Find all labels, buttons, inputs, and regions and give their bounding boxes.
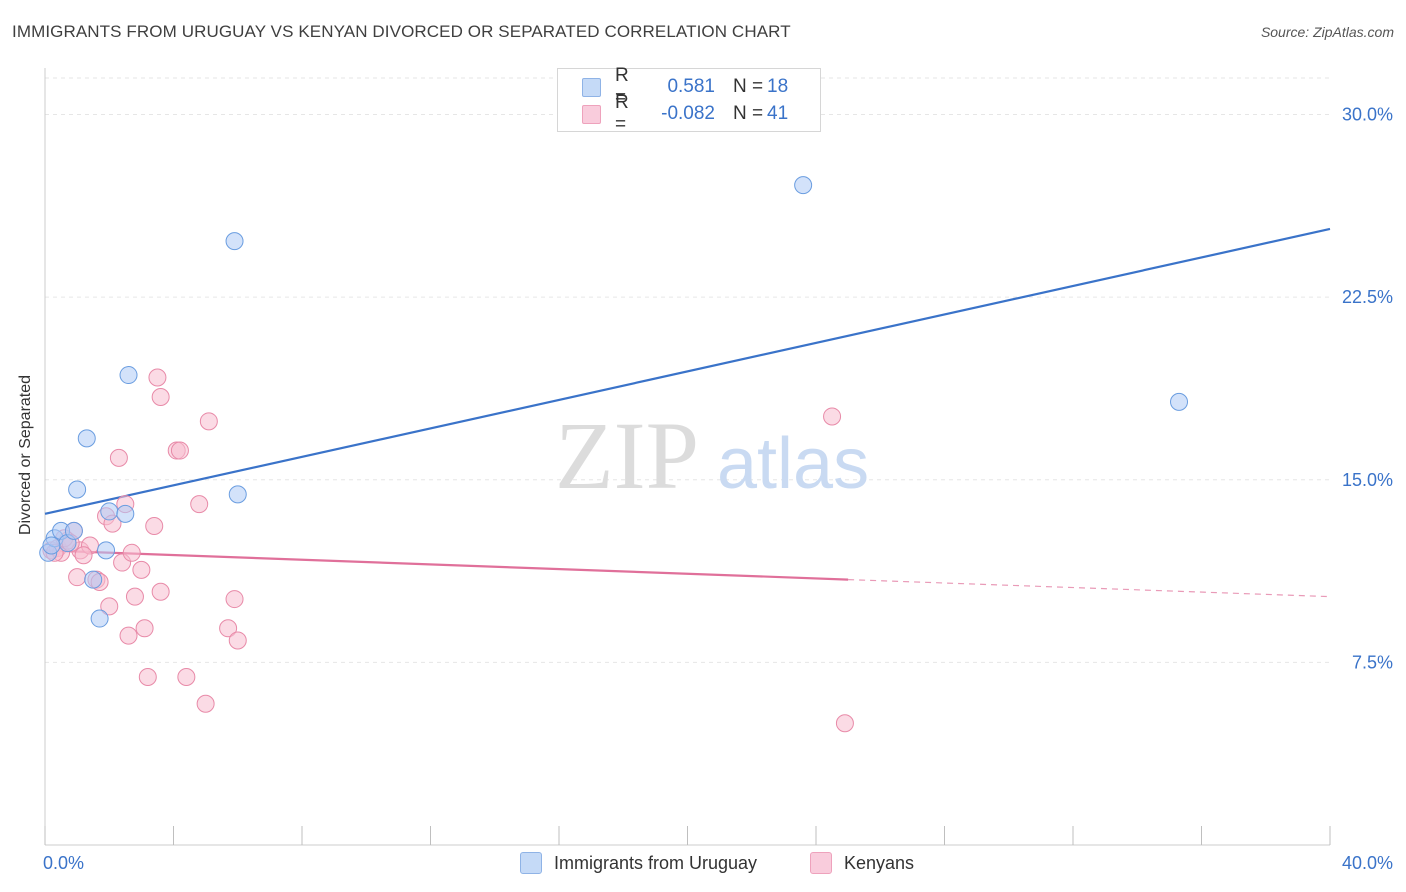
legend-r-label: R = bbox=[615, 92, 629, 135]
legend-n-value: 41 bbox=[767, 103, 789, 124]
watermark-zip: ZIP bbox=[555, 402, 699, 509]
data-point bbox=[177, 667, 196, 686]
data-point bbox=[148, 368, 167, 387]
data-point bbox=[228, 631, 247, 650]
series-swatch-uruguay bbox=[520, 852, 542, 874]
tick-labels: 7.5% 15.0% 22.5% 30.0% 0.0% 40.0% bbox=[43, 105, 1393, 873]
data-point bbox=[225, 590, 244, 609]
data-point bbox=[90, 609, 109, 628]
legend-n-value: 18 bbox=[767, 76, 789, 97]
data-point bbox=[77, 429, 96, 448]
data-point bbox=[68, 568, 87, 587]
legend-r-value: 0.581 bbox=[667, 76, 715, 97]
data-point bbox=[145, 517, 164, 536]
series-label-uruguay: Immigrants from Uruguay bbox=[554, 852, 758, 873]
data-point bbox=[100, 502, 119, 521]
data-points bbox=[39, 176, 1189, 733]
data-point bbox=[119, 366, 138, 385]
data-point bbox=[64, 521, 83, 540]
trend-line bbox=[44, 227, 1331, 515]
data-point bbox=[97, 541, 116, 560]
data-point bbox=[823, 407, 842, 426]
y-axis-label: Divorced or Separated bbox=[17, 374, 34, 536]
data-point bbox=[835, 714, 854, 733]
trend-line bbox=[44, 549, 849, 581]
y-tick-label: 30.0% bbox=[1342, 105, 1393, 125]
legend-n-label: N = bbox=[733, 76, 764, 97]
data-point bbox=[109, 448, 128, 467]
data-point bbox=[74, 546, 93, 565]
data-point bbox=[42, 536, 61, 555]
legend-n-label: N = bbox=[733, 103, 764, 124]
series-legend-kenyans: Kenyans bbox=[810, 852, 914, 874]
series-legend-uruguay: Immigrants from Uruguay bbox=[520, 852, 757, 874]
series-legend: Immigrants from Uruguay Kenyans bbox=[0, 852, 1406, 878]
x-tick-label: 40.0% bbox=[1342, 853, 1393, 873]
data-point bbox=[135, 619, 154, 638]
data-point bbox=[122, 543, 141, 562]
y-tick-label: 7.5% bbox=[1352, 652, 1393, 672]
data-point bbox=[100, 597, 119, 616]
data-point bbox=[190, 495, 209, 514]
data-point bbox=[199, 412, 218, 431]
legend-swatch-uruguay bbox=[582, 77, 601, 97]
data-point bbox=[125, 587, 144, 606]
trend-lines bbox=[44, 227, 1331, 598]
axes bbox=[44, 68, 1331, 846]
y-tick-label: 15.0% bbox=[1342, 470, 1393, 490]
data-point bbox=[1170, 392, 1189, 411]
data-point bbox=[151, 387, 170, 406]
data-point bbox=[219, 619, 238, 638]
data-point bbox=[225, 232, 244, 251]
data-point bbox=[196, 694, 215, 713]
data-point bbox=[68, 480, 87, 499]
legend-swatch-kenyans bbox=[582, 104, 601, 124]
legend-row-uruguay: R = 0.581 N = 18 bbox=[582, 65, 789, 108]
data-point bbox=[228, 485, 247, 504]
x-tick-label: 0.0% bbox=[43, 853, 84, 873]
y-tick-label: 22.5% bbox=[1342, 287, 1393, 307]
data-point bbox=[132, 560, 151, 579]
trend-line-extension bbox=[848, 578, 1331, 598]
watermark-atlas: atlas bbox=[717, 424, 869, 504]
data-point bbox=[170, 441, 189, 460]
series-swatch-kenyans bbox=[810, 852, 832, 874]
data-point bbox=[84, 570, 103, 589]
data-point bbox=[794, 176, 813, 195]
data-point bbox=[116, 504, 135, 523]
correlation-legend: R = 0.581 N = 18 R = -0.082 N = 41 bbox=[557, 65, 821, 135]
legend-row-kenyans: R = -0.082 N = 41 bbox=[582, 92, 789, 135]
legend-r-value: -0.082 bbox=[661, 103, 715, 124]
source-label: Source: ZipAtlas.com bbox=[1260, 24, 1394, 40]
data-point bbox=[138, 667, 157, 686]
data-point bbox=[151, 582, 170, 601]
watermark: ZIP atlas bbox=[555, 402, 869, 509]
series-label-kenyans: Kenyans bbox=[844, 852, 915, 873]
legend-r-label: R = bbox=[615, 65, 629, 108]
data-point bbox=[119, 626, 138, 645]
chart-title: IMMIGRANTS FROM URUGUAY VS KENYAN DIVORC… bbox=[12, 22, 791, 41]
